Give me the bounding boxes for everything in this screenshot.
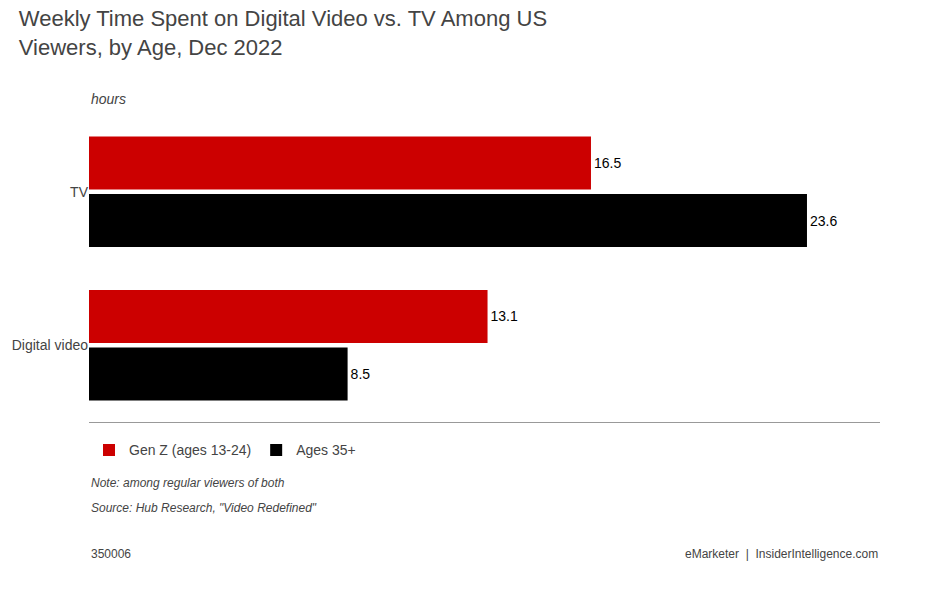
svg-text:13.1: 13.1 xyxy=(491,308,518,324)
svg-text:Weekly Time Spent on Digital V: Weekly Time Spent on Digital Video vs. T… xyxy=(19,6,547,60)
svg-text:Ages 35+: Ages 35+ xyxy=(296,442,356,458)
svg-text:Digital video: Digital video xyxy=(12,337,88,353)
svg-text:8.5: 8.5 xyxy=(351,366,371,382)
svg-text:hours: hours xyxy=(91,91,126,107)
svg-text:eMarketer | InsiderIntellige: eMarketer | InsiderIntelligence.com xyxy=(685,547,878,561)
svg-text:23.6: 23.6 xyxy=(810,213,837,229)
svg-text:TV: TV xyxy=(70,184,89,200)
svg-text:Gen Z (ages 13-24): Gen Z (ages 13-24) xyxy=(129,442,251,458)
svg-text:16.5: 16.5 xyxy=(594,155,621,171)
svg-text:350006: 350006 xyxy=(91,547,131,561)
svg-text:Note: among regular viewers of: Note: among regular viewers of both xyxy=(91,476,285,490)
svg-text:Source: Hub Research, "Video R: Source: Hub Research, "Video Redefined" xyxy=(91,501,317,515)
